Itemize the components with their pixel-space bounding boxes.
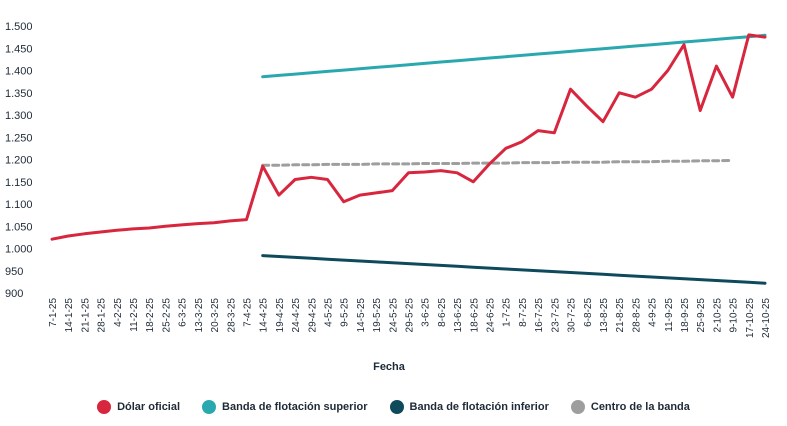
y-tick-label: 900 xyxy=(5,288,23,300)
x-tick-label: 18-2-25 xyxy=(145,298,156,333)
x-tick-label: 29-5-25 xyxy=(405,298,416,333)
x-tick-label: 11-2-25 xyxy=(129,298,140,332)
legend-item: Banda de flotación superior xyxy=(202,400,368,414)
y-tick-label: 1.100 xyxy=(5,199,33,211)
y-tick-label: 1.250 xyxy=(5,132,33,144)
x-axis: 7-1-25 14-1-25 21-1-25 28-1-25 4-2-25 11-2-25… xyxy=(48,298,772,338)
x-tick-label: 19-5-25 xyxy=(372,298,383,333)
x-tick-label: 28-8-25 xyxy=(631,298,642,333)
legend-item: Centro de la banda xyxy=(570,400,690,414)
x-tick-label: 13-3-25 xyxy=(194,298,205,333)
y-tick-label: 1.000 xyxy=(5,244,33,256)
y-tick-label: 1.200 xyxy=(5,155,33,167)
x-tick-label: 24-4-25 xyxy=(291,298,302,333)
x-tick-label: 2-10-25 xyxy=(712,298,723,333)
x-tick-label: 8-7-25 xyxy=(518,298,529,327)
series-line-banda-de-flotación-inferior xyxy=(261,254,767,285)
y-tick-label: 1.400 xyxy=(5,66,33,78)
legend-label: Dólar oficial xyxy=(117,401,181,413)
series-line-dólar-oficial xyxy=(50,33,767,241)
series-line-centro-de-la-banda xyxy=(261,158,735,167)
x-tick-label: 9-5-25 xyxy=(340,298,351,327)
x-tick-label: 28-1-25 xyxy=(97,298,108,333)
x-tick-label: 29-4-25 xyxy=(307,298,318,333)
legend-swatch xyxy=(570,400,585,414)
x-tick-label: 20-3-25 xyxy=(210,298,221,333)
x-tick-label: 4-9-25 xyxy=(648,298,659,327)
x-tick-label: 4-2-25 xyxy=(113,298,124,327)
y-axis: 1.500 1.450 1.400 1.350 1.300 1.250 1.200 1.150… xyxy=(5,21,33,300)
legend-swatch xyxy=(389,400,404,414)
x-tick-label: 19-4-25 xyxy=(275,298,286,333)
x-tick-label: 7-4-25 xyxy=(242,298,253,327)
x-tick-label: 14-1-25 xyxy=(64,298,75,333)
x-tick-label: 17-10-25 xyxy=(745,298,756,338)
x-tick-label: 28-3-25 xyxy=(226,298,237,333)
y-tick-label: 1.050 xyxy=(5,221,33,233)
x-tick-label: 24-10-25 xyxy=(761,298,772,338)
x-tick-label: 11-9-25 xyxy=(664,298,675,332)
x-tick-label: 18-6-25 xyxy=(469,298,480,333)
legend-swatch xyxy=(97,400,112,414)
x-tick-label: 16-7-25 xyxy=(534,298,545,333)
series-layer xyxy=(50,33,767,285)
x-tick-label: 4-5-25 xyxy=(323,298,334,327)
x-tick-label: 1-7-25 xyxy=(502,298,513,327)
x-tick-label: 7-1-25 xyxy=(48,298,59,327)
x-tick-label: 3-6-25 xyxy=(421,298,432,327)
y-tick-label: 1.450 xyxy=(5,43,33,55)
legend-label: Banda de flotación superior xyxy=(222,401,368,413)
x-tick-label: 18-9-25 xyxy=(680,298,691,333)
legend-item: Banda de flotación inferior xyxy=(389,400,549,414)
x-tick-label: 23-7-25 xyxy=(550,298,561,333)
legend: Dólar oficial Banda de flotación superior… xyxy=(0,392,787,422)
x-tick-label: 21-8-25 xyxy=(615,298,626,333)
legend-swatch xyxy=(202,400,217,414)
x-tick-label: 6-8-25 xyxy=(583,298,594,327)
x-tick-label: 6-3-25 xyxy=(178,298,189,327)
x-tick-label: 25-2-25 xyxy=(161,298,172,333)
x-tick-label: 9-10-25 xyxy=(729,298,740,333)
y-tick-label: 1.300 xyxy=(5,110,33,122)
legend-item: Dólar oficial xyxy=(97,400,180,414)
x-axis-title: Fecha xyxy=(373,361,406,373)
y-tick-label: 1.150 xyxy=(5,177,33,189)
x-tick-label: 14-4-25 xyxy=(259,298,270,333)
x-tick-label: 25-9-25 xyxy=(696,298,707,333)
x-tick-label: 13-8-25 xyxy=(599,298,610,333)
legend-label: Banda de flotación inferior xyxy=(409,401,549,413)
x-tick-label: 24-5-25 xyxy=(388,298,399,333)
x-tick-label: 24-6-25 xyxy=(486,298,497,333)
line-chart: 1.500 1.450 1.400 1.350 1.300 1.250 1.200 1.150… xyxy=(5,21,772,373)
series-line-banda-de-flotación-superior xyxy=(261,33,767,79)
x-tick-label: 14-5-25 xyxy=(356,298,367,333)
x-tick-label: 21-1-25 xyxy=(80,298,91,333)
x-tick-label: 8-6-25 xyxy=(437,298,448,327)
y-tick-label: 950 xyxy=(5,266,23,278)
x-tick-label: 30-7-25 xyxy=(567,298,578,333)
x-tick-label: 13-6-25 xyxy=(453,298,464,333)
legend-label: Centro de la banda xyxy=(590,401,690,413)
y-tick-label: 1.500 xyxy=(5,21,33,33)
y-tick-label: 1.350 xyxy=(5,88,33,100)
